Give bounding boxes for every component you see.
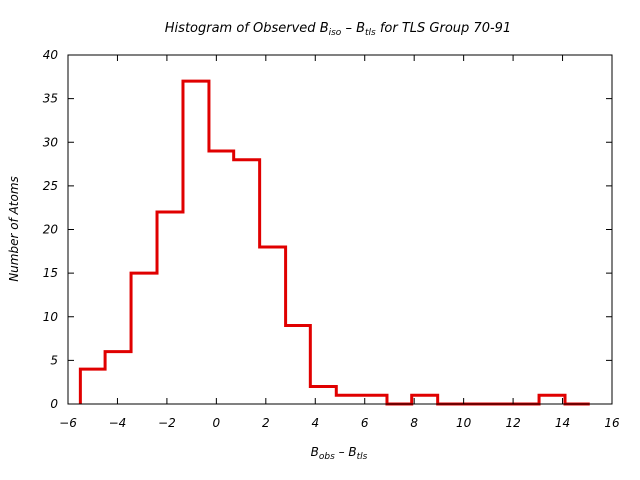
x-tick-label: 4 [311,416,319,430]
chart-title-prefix: Histogram of Observed B [165,21,329,36]
x-axis-label-mid: – B [335,445,357,459]
y-axis-label: Number of Atoms [7,176,21,282]
chart-title-sub-iso: iso [329,28,342,38]
x-tick-label: 10 [456,416,472,430]
y-tick-label: 15 [43,266,58,280]
x-tick-label: 2 [262,416,270,430]
x-axis-label-sub-tls: tls [357,452,368,462]
x-tick-label: 14 [555,416,570,430]
y-tick-label: 10 [43,310,59,324]
chart-title-mid: – B [341,21,365,36]
chart-title: Histogram of Observed Biso – Btls for TL… [165,21,511,38]
y-tick-label: 5 [50,353,58,367]
x-axis-label-sub-obs: obs [319,452,335,462]
y-tick-label: 25 [43,179,58,193]
y-tick-label: 35 [43,92,58,106]
x-tick-label: −2 [158,416,176,430]
plot-area [67,54,613,406]
x-tick-label: 0 [213,416,221,430]
y-tick-label: 30 [43,135,59,149]
x-axis-label-b1: B [311,445,319,459]
chart-title-sub-tls: tls [365,28,376,38]
x-tick-label: −4 [109,416,127,430]
y-axis-ticks: 0 5 10 15 20 25 30 35 40 [43,48,612,411]
y-tick-label: 0 [50,397,58,411]
x-axis-ticks: −6 −4 −2 0 2 4 6 8 10 12 14 16 [59,55,620,430]
plot-frame [67,54,613,405]
x-tick-label: 8 [410,416,418,430]
x-axis-label: Bobs – Btls [311,445,368,462]
x-tick-label: 16 [604,416,620,430]
histogram-step-line [78,79,590,406]
x-tick-label: −6 [59,416,77,430]
chart-title-suffix: for TLS Group 70-91 [376,21,511,36]
x-tick-label: 6 [361,416,369,430]
y-tick-label: 40 [43,48,59,62]
y-tick-label: 20 [43,223,59,237]
x-tick-label: 12 [505,416,520,430]
